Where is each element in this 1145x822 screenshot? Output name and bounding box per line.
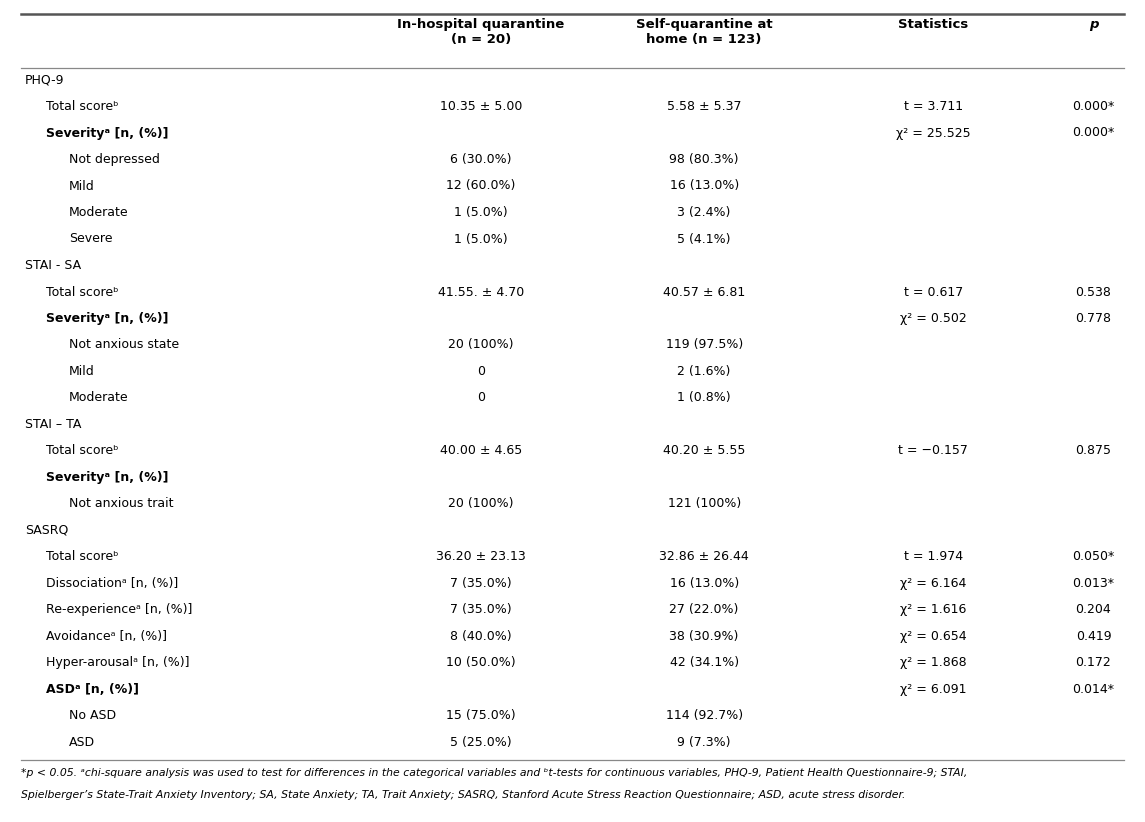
Text: PHQ-9: PHQ-9 <box>25 73 64 86</box>
Text: Not anxious state: Not anxious state <box>69 339 179 352</box>
Text: 0.419: 0.419 <box>1075 630 1112 643</box>
Text: Severityᵃ [n, (%)]: Severityᵃ [n, (%)] <box>46 127 168 140</box>
Text: ASD: ASD <box>69 736 95 749</box>
Text: 0: 0 <box>477 391 484 404</box>
Text: 38 (30.9%): 38 (30.9%) <box>670 630 739 643</box>
Text: Dissociationᵃ [n, (%)]: Dissociationᵃ [n, (%)] <box>46 577 179 590</box>
Text: 12 (60.0%): 12 (60.0%) <box>447 179 515 192</box>
Text: 36.20 ± 23.13: 36.20 ± 23.13 <box>436 551 526 564</box>
Text: 40.00 ± 4.65: 40.00 ± 4.65 <box>440 445 522 458</box>
Text: 16 (13.0%): 16 (13.0%) <box>670 577 739 590</box>
Text: t = 1.974: t = 1.974 <box>903 551 963 564</box>
Text: 10.35 ± 5.00: 10.35 ± 5.00 <box>440 100 522 113</box>
Text: Total scoreᵇ: Total scoreᵇ <box>46 285 118 298</box>
Text: χ² = 1.868: χ² = 1.868 <box>900 657 966 669</box>
Text: 0.778: 0.778 <box>1075 312 1112 325</box>
Text: 20 (100%): 20 (100%) <box>448 339 514 352</box>
Text: 0.000*: 0.000* <box>1073 127 1114 140</box>
Text: STAI - SA: STAI - SA <box>25 259 81 272</box>
Text: 5 (4.1%): 5 (4.1%) <box>678 233 731 246</box>
Text: 10 (50.0%): 10 (50.0%) <box>447 657 515 669</box>
Text: 0.050*: 0.050* <box>1073 551 1114 564</box>
Text: 40.20 ± 5.55: 40.20 ± 5.55 <box>663 445 745 458</box>
Text: Severityᵃ [n, (%)]: Severityᵃ [n, (%)] <box>46 471 168 484</box>
Text: 32.86 ± 26.44: 32.86 ± 26.44 <box>660 551 749 564</box>
Text: χ² = 25.525: χ² = 25.525 <box>895 127 971 140</box>
Text: Not depressed: Not depressed <box>69 153 159 166</box>
Text: 0.875: 0.875 <box>1075 445 1112 458</box>
Text: 0.172: 0.172 <box>1075 657 1112 669</box>
Text: Total scoreᵇ: Total scoreᵇ <box>46 551 118 564</box>
Text: Severe: Severe <box>69 233 112 246</box>
Text: 1 (5.0%): 1 (5.0%) <box>455 233 507 246</box>
Text: χ² = 0.502: χ² = 0.502 <box>900 312 966 325</box>
Text: Total scoreᵇ: Total scoreᵇ <box>46 445 118 458</box>
Text: Self-quarantine at
home (n = 123): Self-quarantine at home (n = 123) <box>635 18 773 46</box>
Text: 1 (0.8%): 1 (0.8%) <box>678 391 731 404</box>
Text: Avoidanceᵃ [n, (%)]: Avoidanceᵃ [n, (%)] <box>46 630 167 643</box>
Text: Statistics: Statistics <box>898 18 969 31</box>
Text: Moderate: Moderate <box>69 391 128 404</box>
Text: Not anxious trait: Not anxious trait <box>69 497 173 510</box>
Text: Hyper-arousalᵃ [n, (%)]: Hyper-arousalᵃ [n, (%)] <box>46 657 189 669</box>
Text: 41.55. ± 4.70: 41.55. ± 4.70 <box>437 285 524 298</box>
Text: No ASD: No ASD <box>69 709 116 723</box>
Text: 7 (35.0%): 7 (35.0%) <box>450 603 512 616</box>
Text: 5 (25.0%): 5 (25.0%) <box>450 736 512 749</box>
Text: 7 (35.0%): 7 (35.0%) <box>450 577 512 590</box>
Text: χ² = 1.616: χ² = 1.616 <box>900 603 966 616</box>
Text: χ² = 6.164: χ² = 6.164 <box>900 577 966 590</box>
Text: 40.57 ± 6.81: 40.57 ± 6.81 <box>663 285 745 298</box>
Text: 1 (5.0%): 1 (5.0%) <box>455 206 507 219</box>
Text: 9 (7.3%): 9 (7.3%) <box>678 736 731 749</box>
Text: 6 (30.0%): 6 (30.0%) <box>450 153 512 166</box>
Text: In-hospital quarantine
(n = 20): In-hospital quarantine (n = 20) <box>397 18 564 46</box>
Text: p: p <box>1089 18 1098 31</box>
Text: 0.000*: 0.000* <box>1073 100 1114 113</box>
Text: 98 (80.3%): 98 (80.3%) <box>670 153 739 166</box>
Text: t = 0.617: t = 0.617 <box>903 285 963 298</box>
Text: 0.014*: 0.014* <box>1073 683 1114 696</box>
Text: *p < 0.05. ᵃchi-square analysis was used to test for differences in the categori: *p < 0.05. ᵃchi-square analysis was used… <box>21 768 968 778</box>
Text: 119 (97.5%): 119 (97.5%) <box>665 339 743 352</box>
Text: t = 3.711: t = 3.711 <box>903 100 963 113</box>
Text: Re-experienceᵃ [n, (%)]: Re-experienceᵃ [n, (%)] <box>46 603 192 616</box>
Text: Moderate: Moderate <box>69 206 128 219</box>
Text: 114 (92.7%): 114 (92.7%) <box>665 709 743 723</box>
Text: 121 (100%): 121 (100%) <box>668 497 741 510</box>
Text: 0.013*: 0.013* <box>1073 577 1114 590</box>
Text: 0: 0 <box>477 365 484 378</box>
Text: 27 (22.0%): 27 (22.0%) <box>670 603 739 616</box>
Text: Spielberger’s State-Trait Anxiety Inventory; SA, State Anxiety; TA, Trait Anxiet: Spielberger’s State-Trait Anxiety Invent… <box>21 790 905 800</box>
Text: t = −0.157: t = −0.157 <box>898 445 969 458</box>
Text: 3 (2.4%): 3 (2.4%) <box>678 206 731 219</box>
Text: SASRQ: SASRQ <box>25 524 69 537</box>
Text: 20 (100%): 20 (100%) <box>448 497 514 510</box>
Text: χ² = 6.091: χ² = 6.091 <box>900 683 966 696</box>
Text: 0.204: 0.204 <box>1075 603 1112 616</box>
Text: Severityᵃ [n, (%)]: Severityᵃ [n, (%)] <box>46 312 168 325</box>
Text: χ² = 0.654: χ² = 0.654 <box>900 630 966 643</box>
Text: 15 (75.0%): 15 (75.0%) <box>447 709 515 723</box>
Text: 8 (40.0%): 8 (40.0%) <box>450 630 512 643</box>
Text: ASDᵃ [n, (%)]: ASDᵃ [n, (%)] <box>46 683 139 696</box>
Text: Total scoreᵇ: Total scoreᵇ <box>46 100 118 113</box>
Text: 2 (1.6%): 2 (1.6%) <box>678 365 731 378</box>
Text: 0.538: 0.538 <box>1075 285 1112 298</box>
Text: 5.58 ± 5.37: 5.58 ± 5.37 <box>666 100 742 113</box>
Text: Mild: Mild <box>69 179 94 192</box>
Text: 16 (13.0%): 16 (13.0%) <box>670 179 739 192</box>
Text: STAI – TA: STAI – TA <box>25 418 81 431</box>
Text: Mild: Mild <box>69 365 94 378</box>
Text: 42 (34.1%): 42 (34.1%) <box>670 657 739 669</box>
